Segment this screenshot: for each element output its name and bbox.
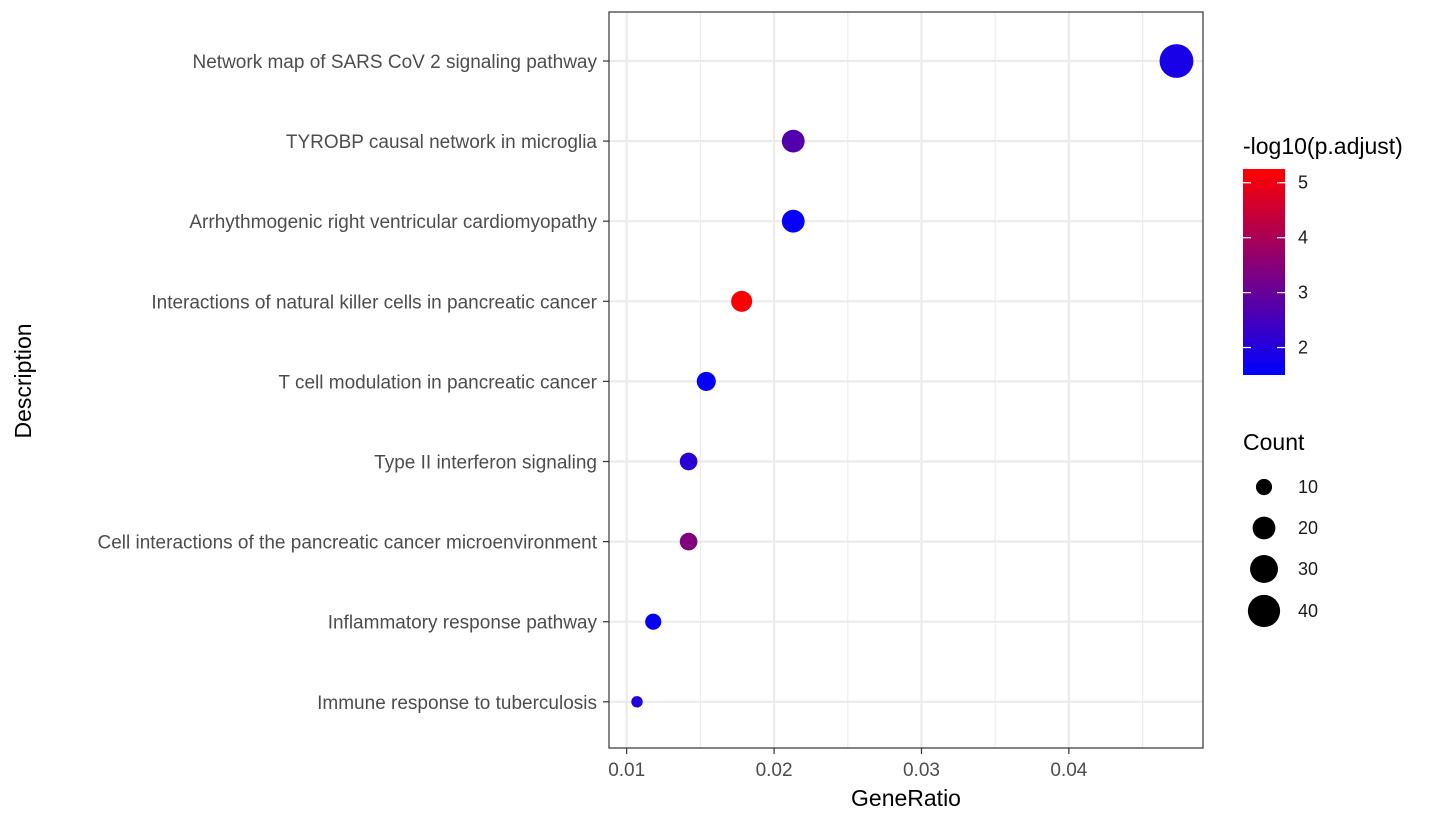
colorbar-tick-label: 2: [1298, 338, 1308, 358]
data-point: [679, 452, 698, 471]
size-legend-label: 40: [1298, 601, 1318, 621]
x-tick-label: 0.03: [903, 760, 940, 781]
data-point: [781, 129, 805, 153]
colorbar-tick-label: 3: [1298, 283, 1308, 303]
plot-panel: [608, 11, 1204, 749]
colorbar-ticks: 2 3 4 5: [1243, 173, 1308, 358]
size-legend-label: 30: [1298, 559, 1318, 579]
x-tick-label: 0.04: [1050, 760, 1087, 781]
y-tick-label: Arrhythmogenic right ventricular cardiom…: [189, 212, 597, 233]
y-tick-label: Cell interactions of the pancreatic canc…: [97, 533, 597, 554]
size-legend-key: [1247, 594, 1281, 628]
colorbar-tick-label: 4: [1298, 228, 1308, 248]
size-legend-key: [1255, 478, 1273, 496]
size-legend-label: 20: [1298, 518, 1318, 538]
minor-gridlines: [699, 12, 1144, 748]
y-tick-label: TYROBP causal network in microglia: [286, 132, 598, 153]
y-tick-label: Immune response to tuberculosis: [317, 693, 597, 714]
y-axis-title: Description: [10, 323, 36, 438]
y-tick-label: Inflammatory response pathway: [328, 613, 598, 634]
major-gridlines: [609, 12, 1203, 748]
y-axis: Network map of SARS CoV 2 signaling path…: [97, 52, 609, 714]
size-legend-key: [1250, 555, 1278, 583]
colorbar: [1243, 169, 1285, 375]
data-point: [1159, 44, 1194, 78]
data-points: [631, 44, 1194, 708]
color-legend-title: -log10(p.adjust): [1243, 133, 1403, 159]
y-tick-label: Type II interferon signaling: [374, 453, 597, 474]
data-point: [696, 371, 716, 391]
data-point: [645, 613, 662, 630]
data-point: [679, 532, 698, 551]
size-legend: Count 10 20 30 40: [1243, 429, 1318, 628]
plot-border: [608, 11, 1204, 749]
data-point: [631, 696, 643, 708]
size-legend-label: 10: [1298, 477, 1318, 497]
y-tick-label: T cell modulation in pancreatic cancer: [278, 372, 597, 393]
x-tick-label: 0.01: [608, 760, 645, 781]
size-legend-title: Count: [1243, 429, 1305, 455]
size-legend-key: [1252, 516, 1276, 540]
x-tick-label: 0.02: [756, 760, 793, 781]
x-axis-title: GeneRatio: [851, 785, 961, 811]
y-tick-label: Interactions of natural killer cells in …: [151, 292, 597, 313]
color-legend: -log10(p.adjust) 2 3 4 5: [1243, 133, 1403, 375]
x-axis: 0.01 0.02 0.03 0.04: [608, 748, 1088, 781]
data-point: [781, 209, 805, 233]
y-tick-label: Network map of SARS CoV 2 signaling path…: [193, 52, 598, 73]
colorbar-tick-label: 5: [1298, 173, 1308, 193]
size-legend-items: 10 20 30 40: [1247, 477, 1318, 628]
data-point: [731, 290, 753, 312]
